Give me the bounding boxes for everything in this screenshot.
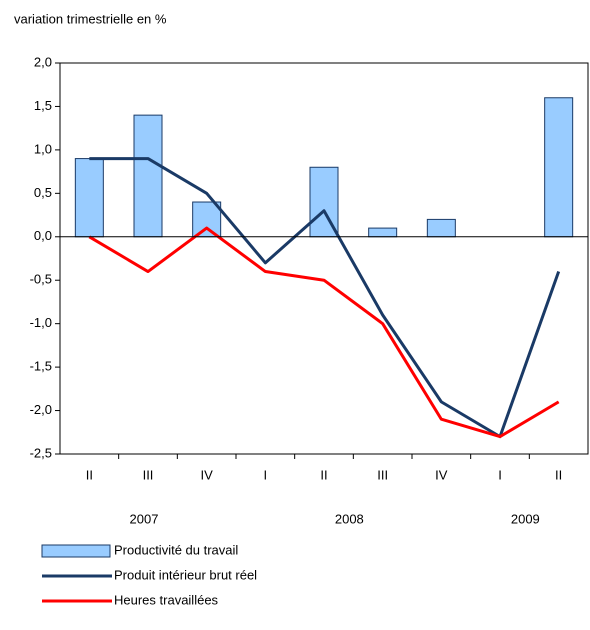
bar — [133, 114, 163, 238]
x-tick-label: III — [377, 467, 388, 482]
bar — [544, 97, 574, 238]
plot-frame — [59, 62, 589, 455]
legend-swatch — [41, 544, 111, 558]
x-tick-label: III — [143, 467, 154, 482]
line — [89, 157, 561, 439]
y-tick-label: -1,0 — [30, 315, 52, 330]
y-tick-label: -0,5 — [30, 272, 52, 287]
bar — [426, 218, 456, 238]
year-label: 2008 — [335, 511, 364, 526]
x-tick-label: IV — [201, 467, 214, 482]
x-tick-label: I — [498, 467, 502, 482]
y-tick-label: 0,0 — [34, 228, 52, 243]
bar — [192, 201, 222, 238]
y-tick-label: 0,5 — [34, 185, 52, 200]
x-tick-label: IV — [435, 467, 448, 482]
legend-label: Produit intérieur brut réel — [114, 567, 257, 582]
line — [88, 226, 560, 439]
x-tick-label: II — [320, 467, 327, 482]
y-tick-label: 2,0 — [34, 54, 52, 69]
legend-label: Heures travaillées — [114, 592, 219, 607]
bar — [74, 158, 104, 238]
year-label: 2009 — [511, 511, 540, 526]
x-tick-label: I — [264, 467, 268, 482]
x-tick-label: II — [555, 467, 562, 482]
x-tick-label: II — [86, 467, 93, 482]
chart-title: variation trimestrielle en % — [14, 11, 167, 26]
y-tick-label: 1,0 — [34, 141, 52, 156]
bar — [368, 227, 398, 238]
y-tick-label: -2,0 — [30, 402, 52, 417]
y-tick-label: -1,5 — [30, 359, 52, 374]
year-label: 2007 — [130, 511, 159, 526]
y-tick-label: 1,5 — [34, 98, 52, 113]
legend-label: Productivité du travail — [114, 542, 238, 557]
y-tick-label: -2,5 — [30, 445, 52, 460]
